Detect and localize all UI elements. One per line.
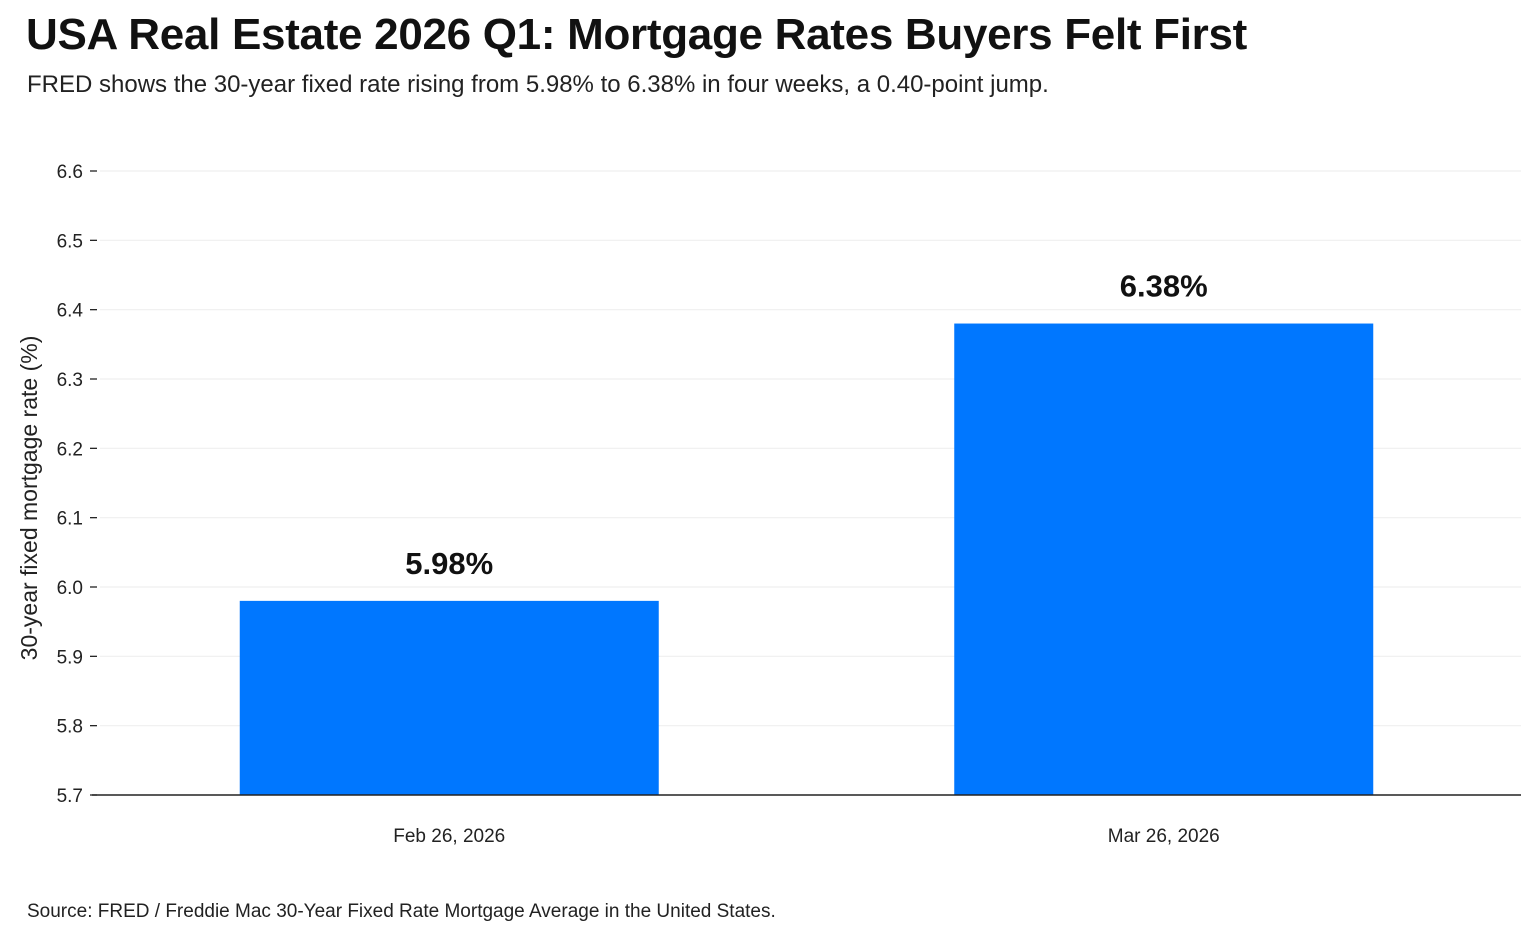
y-axis-label: 30-year fixed mortgage rate (%) bbox=[16, 336, 42, 661]
data-label-1: 5.98% bbox=[405, 546, 493, 581]
y-tick-label: 6.5 bbox=[57, 231, 83, 252]
bar-2 bbox=[954, 323, 1374, 795]
axes: 5.7 5.8 5.9 6.0 6.1 6.2 6.3 6.4 6.5 6.6 bbox=[57, 162, 1521, 807]
chart-title: USA Real Estate 2026 Q1: Mortgage Rates … bbox=[26, 10, 1248, 59]
y-tick-label: 6.4 bbox=[57, 301, 84, 322]
data-label-2: 6.38% bbox=[1120, 269, 1208, 304]
y-tick-label: 5.8 bbox=[57, 717, 83, 738]
labels: 5.98% Feb 26, 2026 6.38% Mar 26, 2026 30-yea… bbox=[16, 269, 1220, 847]
y-tick-label: 5.7 bbox=[57, 786, 83, 807]
y-tick-label: 6.2 bbox=[57, 439, 83, 460]
y-tick-label: 6.3 bbox=[57, 370, 83, 391]
chart-subtitle: FRED shows the 30-year fixed rate rising… bbox=[27, 71, 1049, 98]
bar-1 bbox=[239, 600, 659, 795]
y-tick-label: 6.1 bbox=[57, 509, 83, 530]
x-tick-label-2: Mar 26, 2026 bbox=[1108, 826, 1220, 847]
y-tick-label: 6.0 bbox=[57, 578, 83, 599]
x-tick-label-1: Feb 26, 2026 bbox=[393, 826, 505, 847]
bars bbox=[239, 323, 1374, 795]
y-tick-label: 5.9 bbox=[57, 647, 83, 668]
y-tick-label: 6.6 bbox=[57, 162, 83, 183]
source-note: Source: FRED / Freddie Mac 30-Year Fixed… bbox=[27, 901, 776, 922]
